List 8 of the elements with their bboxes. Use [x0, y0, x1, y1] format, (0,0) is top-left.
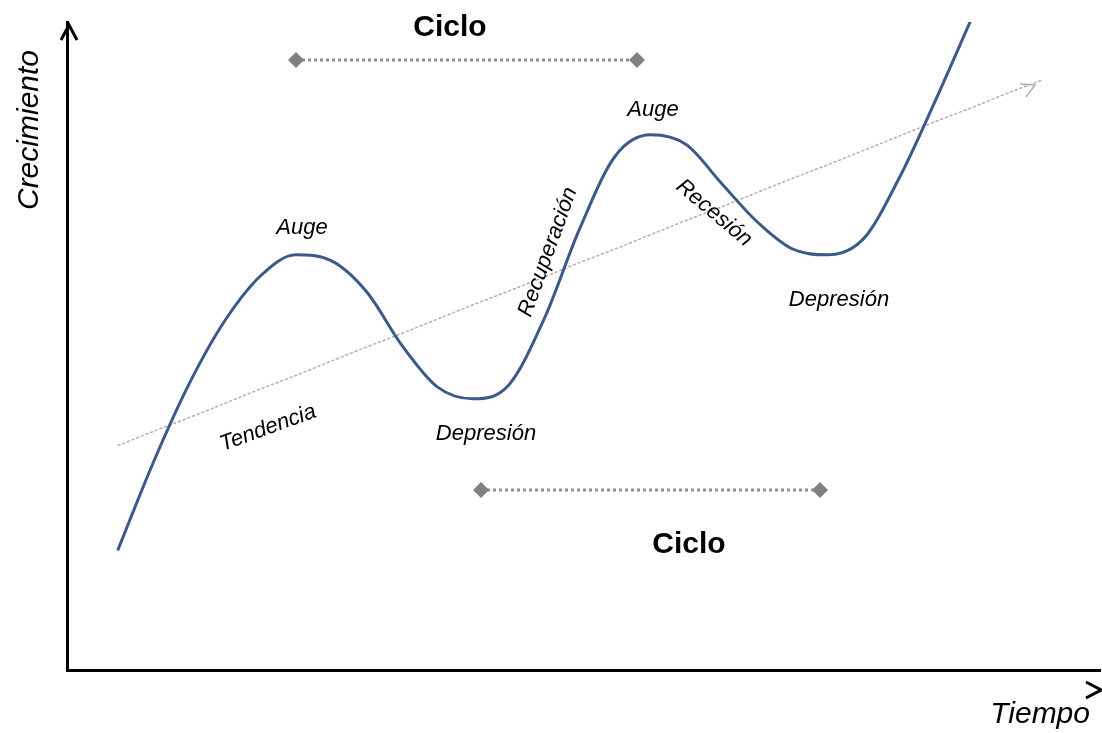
annotation: Ciclo	[413, 9, 487, 43]
annotation: Depresión	[435, 420, 537, 446]
annotation: Depresión	[788, 286, 890, 312]
x-axis-title: Tiempo	[990, 696, 1090, 730]
y-axis-title: Crecimiento	[11, 49, 45, 211]
annotation: Ciclo	[652, 526, 726, 560]
annotation: Auge	[625, 96, 679, 122]
annotation: Auge	[274, 214, 328, 240]
